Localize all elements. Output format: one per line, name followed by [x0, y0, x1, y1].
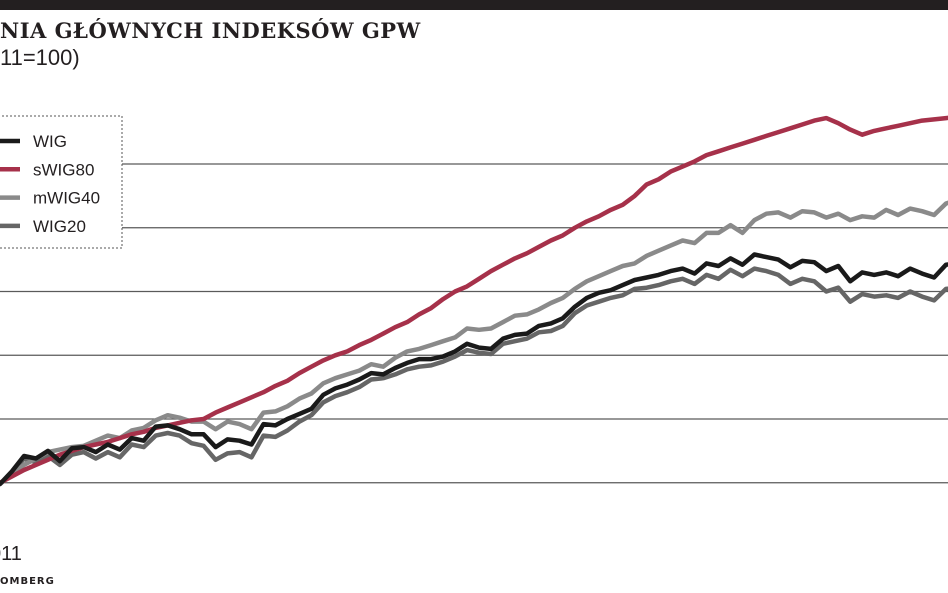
legend-label: WIG	[33, 132, 67, 151]
source-label: OMBERG	[0, 576, 55, 587]
series-lines	[0, 115, 948, 487]
legend-box	[0, 115, 123, 249]
series-line-mwig40	[0, 200, 948, 487]
x-tick-labels: 0112	[0, 543, 22, 565]
chart-subtitle: 11=100)	[0, 45, 80, 70]
series-line-wig	[0, 252, 948, 487]
legend-label: sWIG80	[33, 160, 94, 179]
series-line-wig20	[0, 266, 948, 487]
gridlines	[0, 163, 948, 484]
chart-title: NIA GŁÓWNYCH INDEKSÓW GPW	[0, 18, 421, 43]
x-tick-label: 011	[0, 543, 22, 565]
legend-label: mWIG40	[33, 189, 100, 208]
legend-label: WIG20	[33, 217, 86, 236]
top-rule	[0, 0, 948, 10]
legend: WIG sWIG80 mWIG40 WIG20	[0, 115, 123, 249]
